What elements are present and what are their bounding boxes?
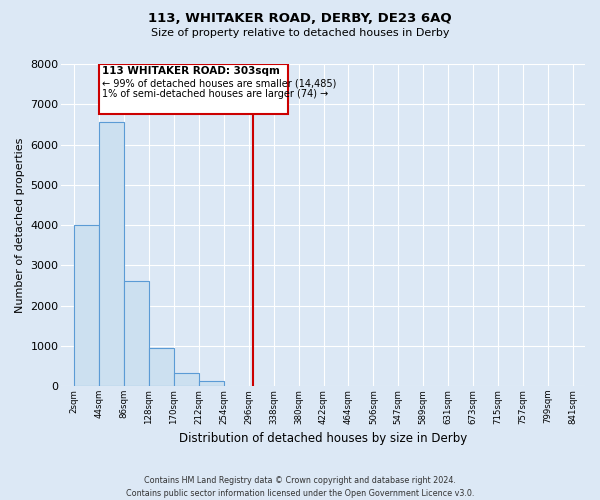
Bar: [99, 64, 288, 114]
X-axis label: Distribution of detached houses by size in Derby: Distribution of detached houses by size …: [179, 432, 467, 445]
Bar: [174, 372, 199, 386]
Text: Contains HM Land Registry data © Crown copyright and database right 2024.
Contai: Contains HM Land Registry data © Crown c…: [126, 476, 474, 498]
Y-axis label: Number of detached properties: Number of detached properties: [15, 138, 25, 312]
Text: 1% of semi-detached houses are larger (74) →: 1% of semi-detached houses are larger (7…: [103, 89, 329, 99]
Text: ← 99% of detached houses are smaller (14,485): ← 99% of detached houses are smaller (14…: [103, 78, 337, 88]
Text: 113, WHITAKER ROAD, DERBY, DE23 6AQ: 113, WHITAKER ROAD, DERBY, DE23 6AQ: [148, 12, 452, 26]
Bar: [124, 282, 149, 386]
Text: Size of property relative to detached houses in Derby: Size of property relative to detached ho…: [151, 28, 449, 38]
Bar: [149, 348, 174, 386]
Bar: [74, 225, 99, 386]
Bar: [99, 122, 124, 386]
Bar: [199, 381, 224, 386]
Text: 113 WHITAKER ROAD: 303sqm: 113 WHITAKER ROAD: 303sqm: [103, 66, 280, 76]
